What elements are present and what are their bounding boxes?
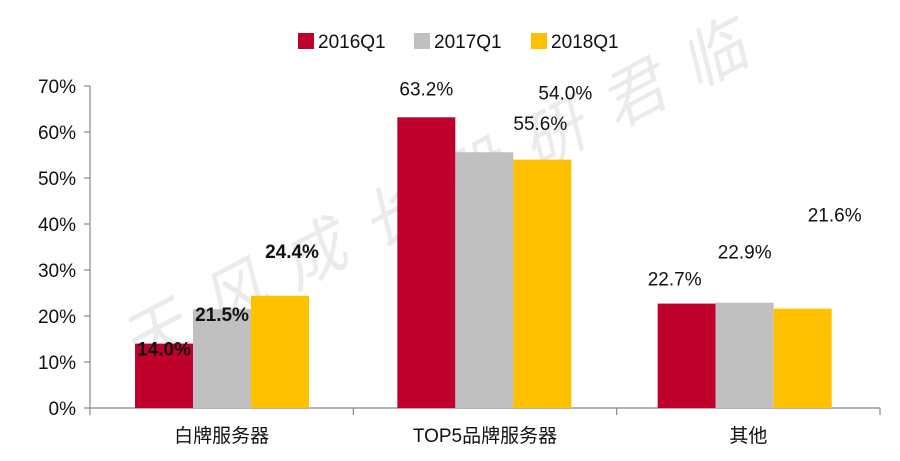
y-tick-label: 0% <box>49 399 77 420</box>
bar <box>715 302 774 408</box>
legend-label: 2017Q1 <box>434 32 502 53</box>
x-category-label: TOP5品牌服务器 <box>413 425 557 447</box>
data-label: 55.6% <box>513 114 567 135</box>
data-label: 14.0% <box>137 340 191 361</box>
bar <box>397 117 456 408</box>
bar <box>135 343 193 408</box>
data-label: 24.4% <box>265 242 319 263</box>
bar <box>455 152 514 408</box>
y-tick-label: 60% <box>38 123 76 144</box>
legend-swatch <box>531 33 547 49</box>
data-label: 63.2% <box>399 79 453 100</box>
data-label: 54.0% <box>538 84 592 105</box>
legend-label: 2016Q1 <box>318 32 386 53</box>
bar <box>657 303 716 408</box>
legend-swatch <box>414 33 430 49</box>
bars <box>135 117 832 408</box>
y-tick-label: 10% <box>38 353 76 374</box>
data-label: 21.5% <box>195 305 249 326</box>
y-tick-label: 20% <box>38 307 76 328</box>
x-category-label: 其他 <box>729 425 767 447</box>
axes: 0% 10% 20% 30% 40% 50% 60% 70% 白牌服务器 TOP5品牌服务器 其他 <box>38 77 881 447</box>
y-tick-label: 70% <box>38 77 76 98</box>
legend-swatch <box>298 33 314 49</box>
bar <box>513 159 572 408</box>
data-label: 21.6% <box>808 206 862 227</box>
watermark-char: 君 <box>588 45 684 142</box>
legend: 2016Q1 2017Q1 2018Q1 <box>298 32 619 53</box>
x-category-label: 白牌服务器 <box>174 425 269 447</box>
watermark-char: 临 <box>668 5 766 103</box>
y-tick-label: 30% <box>38 261 76 282</box>
data-label: 22.9% <box>718 243 772 264</box>
bar <box>773 308 832 408</box>
data-label: 22.7% <box>648 270 702 291</box>
data-labels: 14.0% 63.2% 22.7% 21.5% 55.6% 22.9% 24.4% 54.0%… <box>137 79 862 360</box>
legend-label: 2018Q1 <box>551 32 619 53</box>
y-tick-label: 40% <box>38 215 76 236</box>
bar <box>193 309 251 408</box>
bar <box>251 295 309 408</box>
y-tick-label: 50% <box>38 169 76 190</box>
